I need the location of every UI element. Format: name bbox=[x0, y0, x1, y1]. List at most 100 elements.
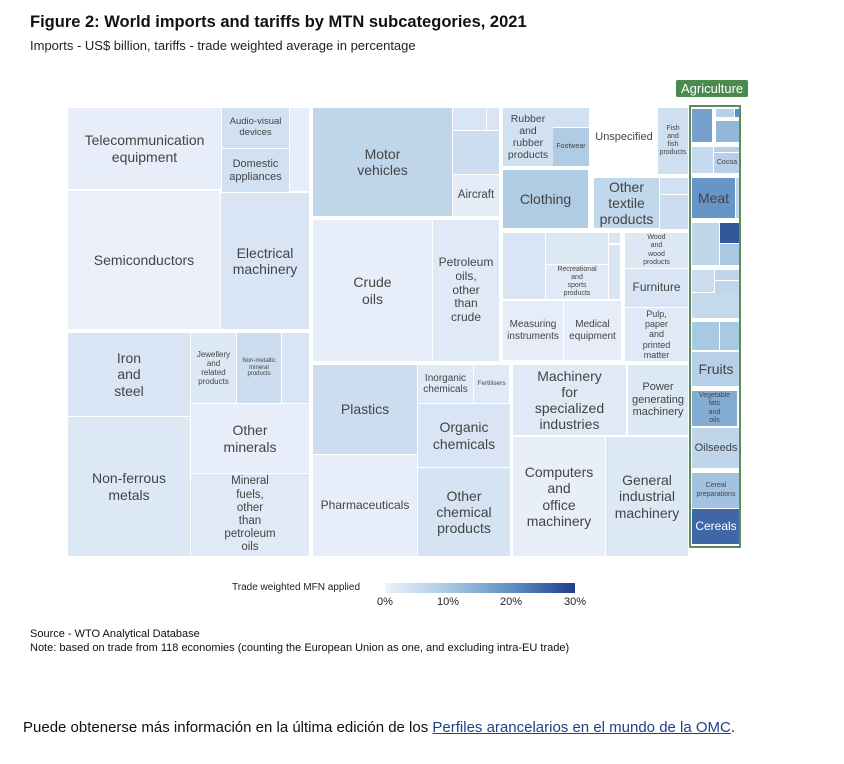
tile-unlabeled bbox=[660, 195, 688, 229]
tile-furniture: Furniture bbox=[625, 269, 688, 307]
tile-plastics: Plastics bbox=[313, 365, 417, 454]
tile-label: Meat bbox=[697, 189, 730, 206]
tile-crude-oils: Crude oils bbox=[313, 220, 432, 361]
tile-label: Audio-visual devices bbox=[229, 116, 282, 138]
tile-label: Other textile products bbox=[599, 178, 654, 228]
tile-unlabeled bbox=[720, 223, 740, 243]
tile-other-minerals: Other minerals bbox=[191, 404, 309, 473]
tile-meat: Meat bbox=[692, 178, 735, 218]
tariff-profiles-link[interactable]: Perfiles arancelarios en el mundo de la … bbox=[432, 719, 731, 736]
legend-tick: 0% bbox=[377, 596, 393, 608]
tile-label: Domestic appliances bbox=[229, 157, 282, 183]
tile-oilseeds: Oilseeds bbox=[692, 428, 740, 468]
tile-unlabeled bbox=[720, 322, 740, 350]
tile-fruits: Fruits bbox=[692, 352, 740, 386]
tile-computers-and-office-machinery: Computers and office machinery bbox=[513, 437, 605, 556]
tile-unlabeled bbox=[290, 108, 309, 191]
tile-recreational-and-sports-products: Recreational and sports products bbox=[546, 265, 608, 299]
tile-label: Inorganic chemicals bbox=[423, 372, 468, 396]
tile-unlabeled bbox=[716, 109, 734, 117]
tile-label: Measuring instruments bbox=[507, 319, 559, 342]
tile-label: Crude oils bbox=[353, 274, 392, 307]
tile-general-industrial-machinery: General industrial machinery bbox=[606, 437, 688, 556]
legend-title: Trade weighted MFN applied bbox=[232, 582, 361, 593]
tile-mineral-fuels-other-than-petroleum-oils: Mineral fuels, other than petroleum oils bbox=[191, 474, 309, 556]
tile-unlabeled bbox=[282, 333, 309, 403]
tile-unlabeled bbox=[487, 108, 499, 130]
more-info-text: Puede obtenerse más información en la úl… bbox=[23, 719, 735, 736]
legend-tick: 20% bbox=[499, 596, 523, 608]
tile-vegetable-fats-and-oils: Vegetable fats and oils bbox=[692, 391, 737, 426]
tile-audio-visual-devices: Audio-visual devices bbox=[222, 108, 289, 148]
tile-telecommunication-equipment: Telecommunication equipment bbox=[68, 108, 221, 189]
tile-unspecified: Unspecified bbox=[592, 108, 656, 166]
tile-cereal-preparations: Cereal preparations bbox=[692, 473, 740, 508]
tile-cocoa: Cocoa bbox=[714, 153, 740, 173]
tile-unlabeled bbox=[692, 147, 713, 173]
tile-non-ferrous-metals: Non-ferrous metals bbox=[68, 417, 190, 556]
tile-electrical-machinery: Electrical machinery bbox=[221, 193, 309, 329]
more-info-prefix: Puede obtenerse más información en la úl… bbox=[23, 719, 433, 736]
tile-unlabeled bbox=[692, 109, 712, 142]
tile-label: Pulp, paper and printed matter bbox=[642, 308, 671, 361]
tile-label: Footwear bbox=[556, 142, 586, 150]
tile-unlabeled bbox=[609, 245, 620, 299]
legend-color-bar bbox=[385, 583, 575, 593]
tile-unlabeled bbox=[503, 233, 545, 299]
tile-unlabeled bbox=[453, 108, 486, 130]
tile-unlabeled bbox=[736, 178, 740, 218]
tile-semiconductors: Semiconductors bbox=[68, 191, 220, 329]
tile-fish-and-fish-products: Fish and fish products bbox=[658, 108, 688, 174]
tile-clothing: Clothing bbox=[503, 170, 588, 228]
tile-label: Telecommunication equipment bbox=[84, 132, 205, 165]
tile-other-chemical-products: Other chemical products bbox=[418, 468, 510, 556]
tile-domestic-appliances: Domestic appliances bbox=[222, 149, 289, 192]
tile-unlabeled bbox=[692, 270, 714, 292]
tile-unlabeled bbox=[546, 233, 608, 264]
tile-label: Fish and fish products bbox=[659, 124, 687, 157]
tile-label: Mineral fuels, other than petroleum oils bbox=[224, 475, 276, 554]
more-info-suffix: . bbox=[730, 719, 736, 736]
tile-unlabeled bbox=[609, 233, 620, 243]
agriculture-group-border bbox=[689, 105, 741, 548]
tile-unlabeled bbox=[692, 293, 740, 318]
tile-non-metallic-mineral-products: Non-metallic mineral products bbox=[237, 333, 281, 403]
tile-label: Semiconductors bbox=[93, 251, 195, 268]
tile-label: Pharmaceuticals bbox=[320, 497, 410, 512]
tile-inorganic-chemicals: Inorganic chemicals bbox=[418, 365, 473, 403]
tile-label: Other chemical products bbox=[436, 487, 492, 537]
tile-iron-and-steel: Iron and steel bbox=[68, 333, 190, 416]
tile-aircraft: Aircraft bbox=[453, 175, 499, 216]
tile-motor-vehicles: Motor vehicles bbox=[313, 108, 452, 216]
tile-rubber-and-rubber-products: Rubber and rubber products bbox=[503, 108, 553, 166]
tile-label: General industrial machinery bbox=[614, 472, 680, 521]
tile-label: Jewellery and related products bbox=[196, 349, 231, 387]
tile-label: Cocoa bbox=[716, 158, 738, 166]
tile-unlabeled bbox=[716, 121, 740, 142]
tile-label: Electrical machinery bbox=[232, 244, 298, 277]
tile-label: Wood and wood products bbox=[643, 234, 670, 266]
legend-tick: 10% bbox=[436, 596, 460, 608]
tile-label: Cereals bbox=[695, 518, 737, 533]
chart-subtitle: Imports - US$ billion, tariffs - trade w… bbox=[30, 38, 416, 53]
footnote: Note: based on trade from 118 economies … bbox=[30, 642, 570, 654]
tile-measuring-instruments: Measuring instruments bbox=[503, 301, 563, 360]
source-note: Source - WTO Analytical Database bbox=[30, 628, 200, 640]
tile-wood-and-wood-products: Wood and wood products bbox=[625, 233, 688, 268]
tile-label: Aircraft bbox=[457, 188, 495, 201]
tile-label: Non-metallic mineral products bbox=[242, 357, 276, 378]
tile-label: Medical equipment bbox=[569, 319, 616, 342]
tile-label: Iron and steel bbox=[114, 350, 144, 399]
tile-unlabeled bbox=[453, 131, 499, 174]
chart-title: Figure 2: World imports and tariffs by M… bbox=[30, 13, 527, 31]
tile-label: Cereal preparations bbox=[696, 482, 736, 498]
tile-unlabeled bbox=[714, 147, 740, 152]
tile-medical-equipment: Medical equipment bbox=[564, 301, 621, 360]
tile-label: Oilseeds bbox=[694, 441, 738, 454]
tile-jewellery-and-related-products: Jewellery and related products bbox=[191, 333, 236, 403]
tile-label: Machinery for specialized industries bbox=[534, 367, 605, 433]
tile-label: Power generating machinery bbox=[632, 381, 684, 419]
tile-power-generating-machinery: Power generating machinery bbox=[628, 365, 688, 435]
tile-label: Recreational and sports products bbox=[557, 265, 597, 298]
